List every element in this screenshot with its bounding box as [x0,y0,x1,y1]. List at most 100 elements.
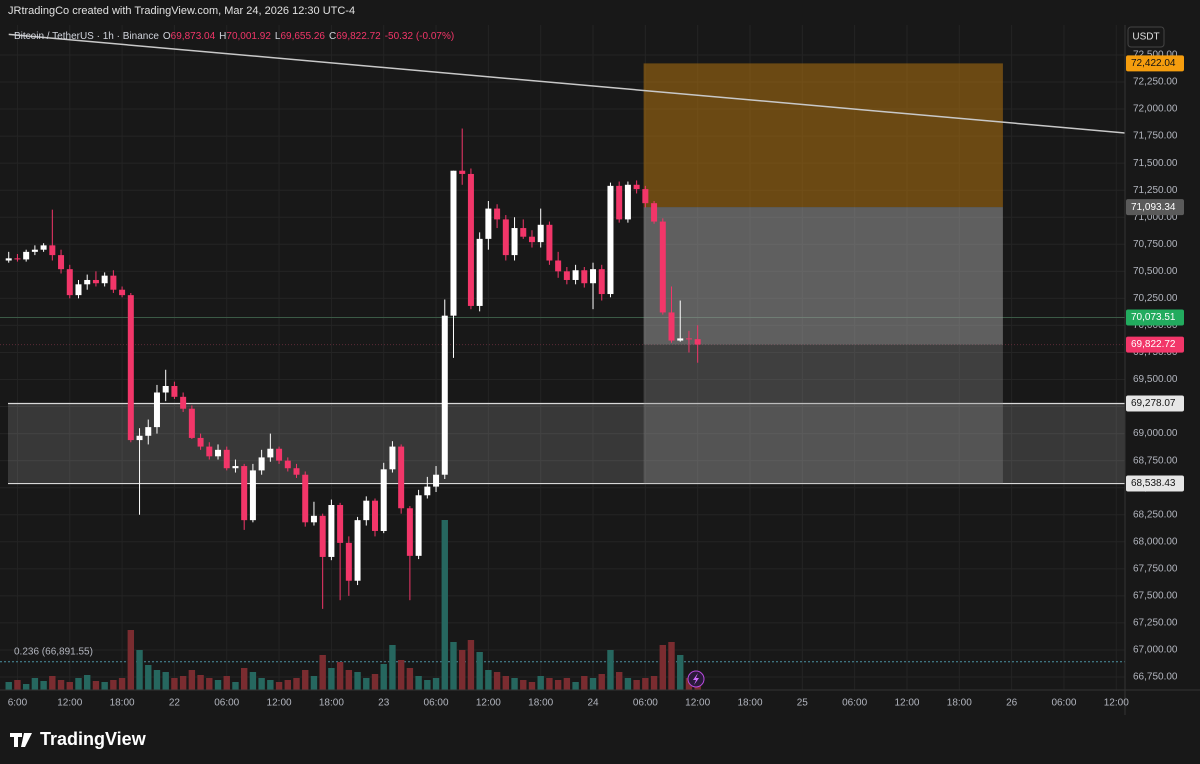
x-tick-label: 25 [797,698,809,709]
volume-bar [511,678,518,690]
brand: TradingView [40,729,147,749]
symbol-legend: Bitcoin / TetherUS · 1h · Binance O69,873… [14,31,454,42]
volume-bar [110,680,117,690]
y-tick-label: 70,250.00 [1133,293,1178,304]
volume-bar [49,676,56,690]
volume-bar [589,678,597,690]
position-middle [643,207,1003,345]
candle-body [31,249,38,252]
candle-body [197,437,204,447]
y-tick-label: 67,000.00 [1133,645,1178,656]
x-tick-label: 22 [169,698,181,709]
candle-body [293,468,300,475]
candle-body [511,228,518,256]
y-tick-label: 68,250.00 [1133,509,1178,520]
currency-box[interactable] [1127,26,1165,48]
candle-body [685,338,692,340]
volume-bar [485,670,492,690]
volume-bar [685,678,693,690]
candle-body [276,448,283,461]
candle-body [668,312,675,341]
volume-bar [188,670,196,690]
volume-bar [450,642,457,690]
ohlc-value: 69,873.04 [171,31,216,42]
y-tick-label: 70,000.00 [1133,320,1178,331]
volume-bar [537,676,544,690]
y-tick-label: 71,000.00 [1133,212,1178,223]
position-upper [643,63,1003,208]
volume-bar [223,676,230,690]
volume-bar [441,520,448,690]
y-tick-label: 71,750.00 [1133,131,1178,142]
volume-bar [153,670,161,690]
x-tick-label: 26 [1006,698,1018,709]
candle-body [406,508,413,556]
y-tick-label: 72,250.00 [1133,77,1178,88]
volume-bar [581,676,588,690]
volume-bar [293,678,300,690]
y-tick-label: 68,750.00 [1133,455,1178,466]
axes: 66,750.00 67,000.00 67,250.00 67,500.00 67,7… [8,50,1184,709]
candle-body [75,284,82,296]
candle-body [171,386,178,397]
volume-bar [240,668,248,690]
price-label-box [1126,336,1184,353]
candle-body [206,446,213,457]
candle-body [267,448,274,458]
candle-body [249,470,256,521]
volume-bar [363,678,370,690]
candle-body [232,466,239,469]
candle-body [215,449,222,457]
alert-icon[interactable] [687,670,705,688]
price-label-box [1126,395,1184,412]
volume-bar [310,676,318,690]
candle-body [66,269,73,296]
volume-bar [615,672,623,690]
volume-bar [22,684,30,690]
volume-bar [171,678,178,690]
y-tick-label: 68,000.00 [1133,536,1178,547]
candle-body [624,184,631,220]
volume-bar [57,680,65,690]
candle-body [5,258,12,261]
x-tick-label: 6:00 [8,698,28,709]
candle-body [651,203,658,222]
volume-bar [677,655,684,690]
volume-bar [214,680,222,690]
volume-bar [546,678,553,690]
position-lower [643,344,1003,484]
volume-bar [415,676,422,690]
candle-body [284,460,291,469]
volume-bar [467,640,475,690]
volume-bar [267,680,274,690]
ohlc-value: 69,655.26 [280,31,325,42]
candle-body [328,505,335,557]
candle-body [119,289,126,296]
y-tick-label: 69,750.00 [1133,347,1178,358]
candle-body [101,275,108,284]
volume-bar [528,682,536,690]
candle-body [92,279,99,284]
volume-bar [14,680,21,690]
volume-bar [127,630,135,690]
candle-body [127,295,134,441]
candle-body [241,466,248,521]
volume-bar [572,682,579,690]
volume-bar [101,682,108,690]
y-tick-label: 71,250.00 [1133,185,1178,196]
volume-bar [197,675,204,690]
y-tick-label: 67,500.00 [1133,591,1178,602]
volume-bar [476,652,483,690]
candle-body [23,251,30,260]
candle-body [372,500,378,531]
candle-body [616,185,623,220]
y-tick-label: 66,750.00 [1133,672,1178,683]
price-label: 69,822.72 [1131,339,1176,350]
candle-body [459,170,466,174]
ohlc-key: C [329,31,336,42]
price-label: 69,278.07 [1131,398,1176,409]
x-tick-label: 24 [587,698,599,709]
y-tick-label: 72,000.00 [1133,104,1178,115]
